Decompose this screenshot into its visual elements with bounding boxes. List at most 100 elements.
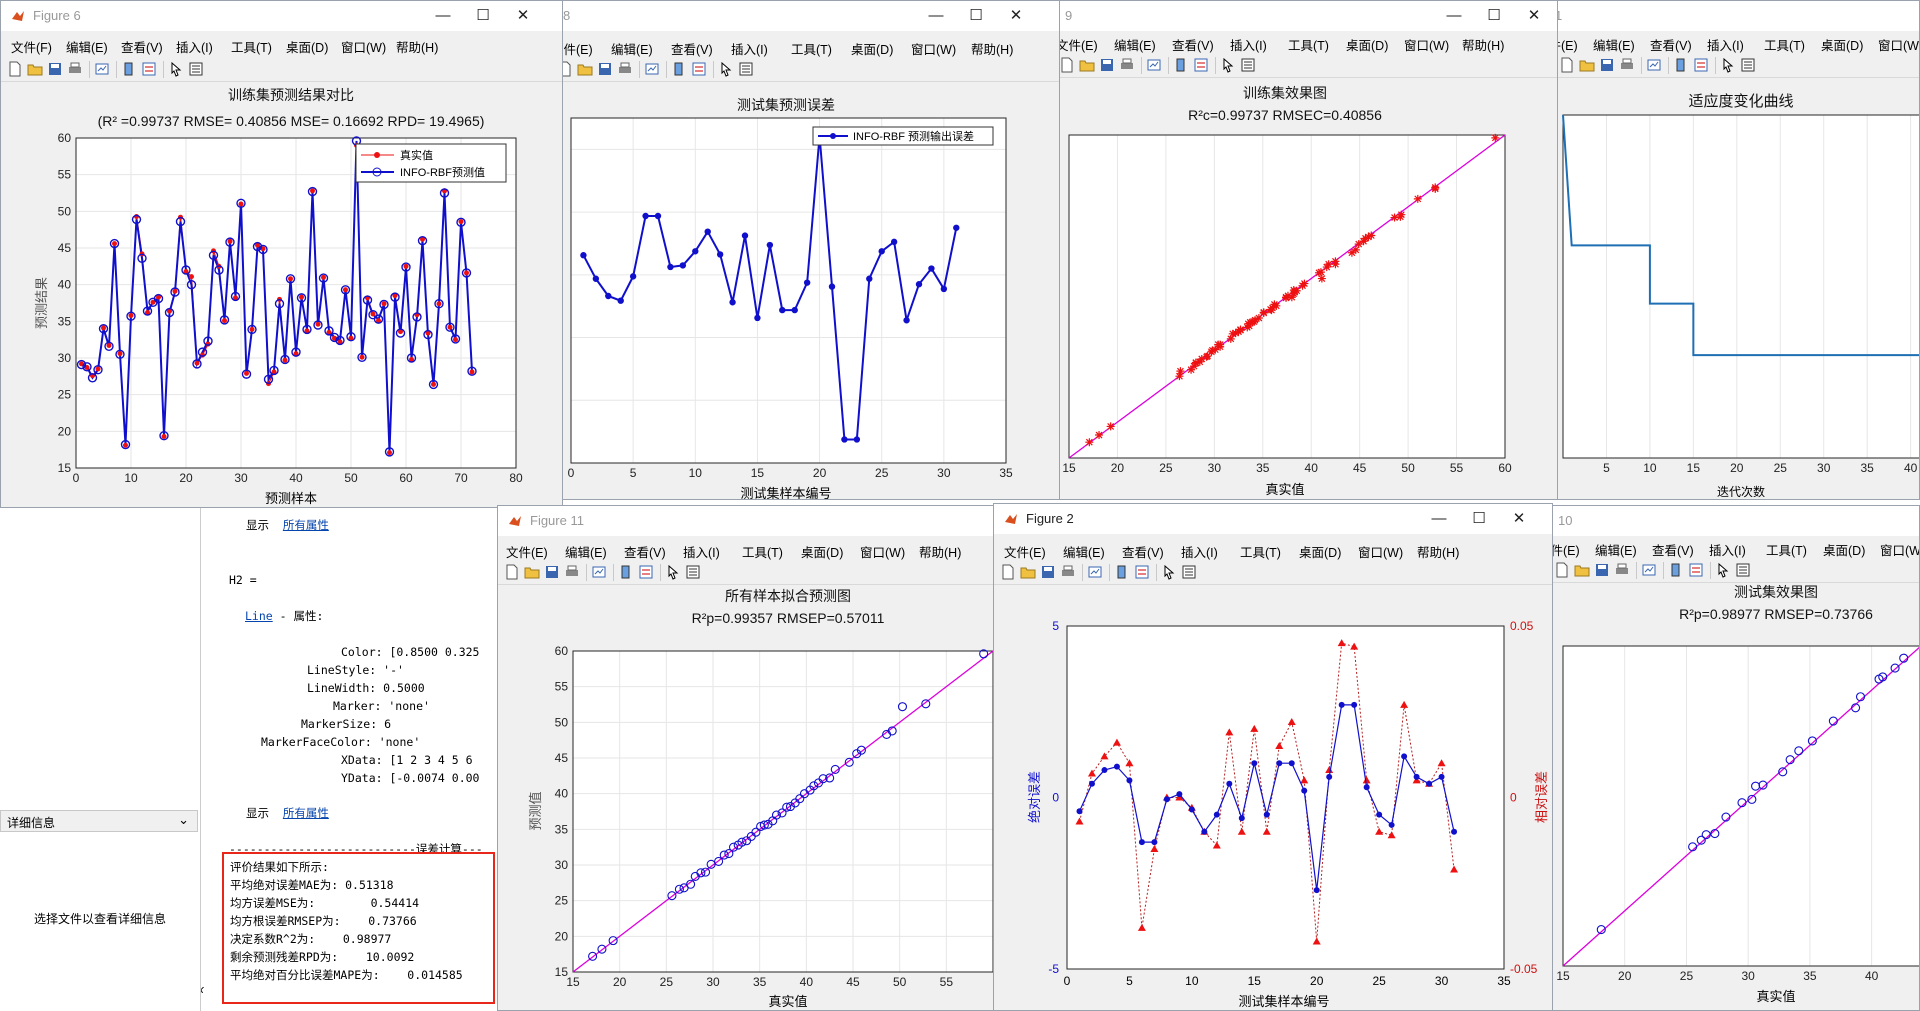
menu-item-7[interactable]: 帮助(H) bbox=[396, 41, 439, 55]
menu-item-6[interactable]: 窗口(W) bbox=[1358, 546, 1404, 560]
menu-item-2[interactable]: 查看(V) bbox=[121, 41, 163, 55]
figure-1-titlebar[interactable]: 1 bbox=[1551, 1, 1919, 31]
open-folder-icon[interactable] bbox=[524, 564, 540, 580]
figure-6-titlebar[interactable]: Figure 6 — ☐ ✕ bbox=[1, 1, 562, 31]
minimize-icon[interactable]: — bbox=[1446, 7, 1462, 24]
menu-item-0[interactable]: 文件(E) bbox=[1056, 39, 1098, 53]
menu-item-5[interactable]: 桌面(D) bbox=[1823, 544, 1866, 558]
save-icon[interactable] bbox=[1594, 562, 1610, 578]
menu-item-7[interactable]: 帮助(H) bbox=[971, 43, 1014, 57]
figure-1-window[interactable]: 1 文件(E)编辑(E)查看(V)插入(I)工具(T)桌面(D)窗口(W)帮助(… bbox=[1550, 0, 1920, 500]
save-icon[interactable] bbox=[1099, 57, 1115, 73]
print-icon[interactable] bbox=[67, 61, 83, 77]
line-link[interactable]: Line bbox=[245, 609, 273, 623]
fx-icon[interactable]: fx bbox=[201, 983, 204, 996]
menu-item-1[interactable]: 编辑(E) bbox=[565, 546, 607, 560]
maximize-icon[interactable]: ☐ bbox=[1472, 510, 1486, 527]
menu-item-2[interactable]: 查看(V) bbox=[624, 546, 666, 560]
link-plot-icon[interactable] bbox=[644, 61, 660, 77]
menu-item-3[interactable]: 插入(I) bbox=[176, 41, 213, 55]
menu-item-6[interactable]: 窗口(W) bbox=[911, 43, 957, 57]
print-icon[interactable] bbox=[1619, 57, 1635, 73]
figure-2-titlebar[interactable]: Figure 2 — ☐ ✕ bbox=[994, 504, 1552, 534]
colorbar-icon[interactable] bbox=[1673, 57, 1689, 73]
figure-9-titlebar[interactable]: 9 — ☐ ✕ bbox=[1041, 1, 1557, 31]
menu-item-5[interactable]: 桌面(D) bbox=[1821, 39, 1864, 53]
chevron-down-icon[interactable]: ⌄ bbox=[178, 812, 189, 827]
link-plot-icon[interactable] bbox=[1087, 564, 1103, 580]
minimize-icon[interactable]: — bbox=[435, 7, 451, 24]
colorbar-icon[interactable] bbox=[1114, 564, 1130, 580]
colorbar-icon[interactable] bbox=[1668, 562, 1684, 578]
menu-item-4[interactable]: 工具(T) bbox=[791, 43, 832, 57]
print-icon[interactable] bbox=[1119, 57, 1135, 73]
menu-item-1[interactable]: 编辑(E) bbox=[66, 41, 108, 55]
menu-item-1[interactable]: 编辑(E) bbox=[1114, 39, 1156, 53]
menu-item-1[interactable]: 编辑(E) bbox=[1063, 546, 1105, 560]
menu-item-4[interactable]: 工具(T) bbox=[742, 546, 783, 560]
link-plot-icon[interactable] bbox=[1646, 57, 1662, 73]
minimize-icon[interactable]: — bbox=[1431, 510, 1447, 527]
figure-11-titlebar[interactable]: Figure 11 bbox=[498, 506, 996, 536]
link-plot-icon[interactable] bbox=[94, 61, 110, 77]
figure-10-window[interactable]: 10 文件(E)编辑(E)查看(V)插入(I)工具(T)桌面(D)窗口(W)帮助… bbox=[1545, 505, 1920, 1011]
maximize-icon[interactable]: ☐ bbox=[1487, 7, 1501, 24]
legend-icon[interactable] bbox=[141, 61, 157, 77]
open-folder-icon[interactable] bbox=[577, 61, 593, 77]
menu-item-6[interactable]: 窗口(W) bbox=[1878, 39, 1920, 53]
legend-icon[interactable] bbox=[1193, 57, 1209, 73]
new-file-icon[interactable] bbox=[1059, 57, 1075, 73]
menu-item-2[interactable]: 查看(V) bbox=[671, 43, 713, 57]
menu-item-4[interactable]: 工具(T) bbox=[1766, 544, 1807, 558]
figure-6-window[interactable]: Figure 6 — ☐ ✕ 文件(F) 编辑(E) 查看(V) 插入(I) 工具(T)… bbox=[0, 0, 563, 508]
print-icon[interactable] bbox=[564, 564, 580, 580]
legend-icon[interactable] bbox=[1693, 57, 1709, 73]
print-icon[interactable] bbox=[1060, 564, 1076, 580]
open-folder-icon[interactable] bbox=[27, 61, 43, 77]
menu-item-7[interactable]: 帮助(H) bbox=[1417, 546, 1460, 560]
menu-item-5[interactable]: 桌面(D) bbox=[1299, 546, 1342, 560]
menu-item-6[interactable]: 窗口(W) bbox=[1880, 544, 1920, 558]
legend-icon[interactable] bbox=[1688, 562, 1704, 578]
pointer-icon[interactable] bbox=[718, 61, 734, 77]
menu-item-2[interactable]: 查看(V) bbox=[1652, 544, 1694, 558]
save-icon[interactable] bbox=[1599, 57, 1615, 73]
property-editor-icon[interactable] bbox=[1735, 562, 1751, 578]
property-editor-icon[interactable] bbox=[188, 61, 204, 77]
legend-icon[interactable] bbox=[1134, 564, 1150, 580]
new-file-icon[interactable] bbox=[1000, 564, 1016, 580]
menu-item-0[interactable]: 文件(E) bbox=[1546, 544, 1580, 558]
menu-item-1[interactable]: 编辑(E) bbox=[1593, 39, 1635, 53]
link-plot-icon[interactable] bbox=[1146, 57, 1162, 73]
menu-item-3[interactable]: 插入(I) bbox=[683, 546, 720, 560]
menu-item-2[interactable]: 查看(V) bbox=[1122, 546, 1164, 560]
menu-item-6[interactable]: 窗口(W) bbox=[1404, 39, 1450, 53]
close-icon[interactable]: ✕ bbox=[1527, 7, 1541, 24]
colorbar-icon[interactable] bbox=[618, 564, 634, 580]
new-file-icon[interactable] bbox=[7, 61, 23, 77]
menu-item-3[interactable]: 插入(I) bbox=[1230, 39, 1267, 53]
all-properties-link-1[interactable]: 所有属性 bbox=[282, 518, 329, 532]
open-folder-icon[interactable] bbox=[1579, 57, 1595, 73]
property-editor-icon[interactable] bbox=[1181, 564, 1197, 580]
open-folder-icon[interactable] bbox=[1020, 564, 1036, 580]
menu-item-0[interactable]: 文件(E) bbox=[506, 546, 548, 560]
maximize-icon[interactable]: ☐ bbox=[969, 7, 983, 24]
legend-icon[interactable] bbox=[638, 564, 654, 580]
figure-2-window[interactable]: Figure 2 — ☐ ✕ 文件(E) 编辑(E) 查看(V) 插入(I) 工具(T)… bbox=[993, 503, 1553, 1011]
pointer-icon[interactable] bbox=[1220, 57, 1236, 73]
open-folder-icon[interactable] bbox=[1574, 562, 1590, 578]
menu-item-6[interactable]: 窗口(W) bbox=[860, 546, 906, 560]
menu-item-4[interactable]: 工具(T) bbox=[1764, 39, 1805, 53]
pointer-icon[interactable] bbox=[1720, 57, 1736, 73]
figure-10-titlebar[interactable]: 10 bbox=[1546, 506, 1919, 536]
figure-9-window[interactable]: 9 — ☐ ✕ 文件(E) 编辑(E) 查看(V) 插入(I) 工具(T) 桌面(D) 窗口… bbox=[1040, 0, 1558, 500]
pointer-icon[interactable] bbox=[1161, 564, 1177, 580]
menu-item-3[interactable]: 插入(I) bbox=[1707, 39, 1744, 53]
menu-item-6[interactable]: 窗口(W) bbox=[341, 41, 387, 55]
figure-8-titlebar[interactable]: 8 — ☐ ✕ bbox=[551, 1, 1059, 31]
link-plot-icon[interactable] bbox=[591, 564, 607, 580]
details-panel-header[interactable]: 详细信息 ⌄ bbox=[0, 810, 198, 832]
menu-item-7[interactable]: 帮助(H) bbox=[919, 546, 962, 560]
property-editor-icon[interactable] bbox=[1740, 57, 1756, 73]
